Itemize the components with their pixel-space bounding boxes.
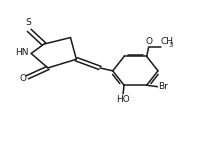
Text: HN: HN (15, 48, 29, 57)
Text: CH: CH (160, 37, 173, 46)
Text: O: O (145, 37, 152, 46)
Text: O: O (20, 74, 27, 82)
Text: 3: 3 (169, 42, 173, 48)
Text: HO: HO (116, 95, 130, 104)
Text: Br: Br (158, 82, 168, 91)
Text: S: S (25, 18, 31, 27)
